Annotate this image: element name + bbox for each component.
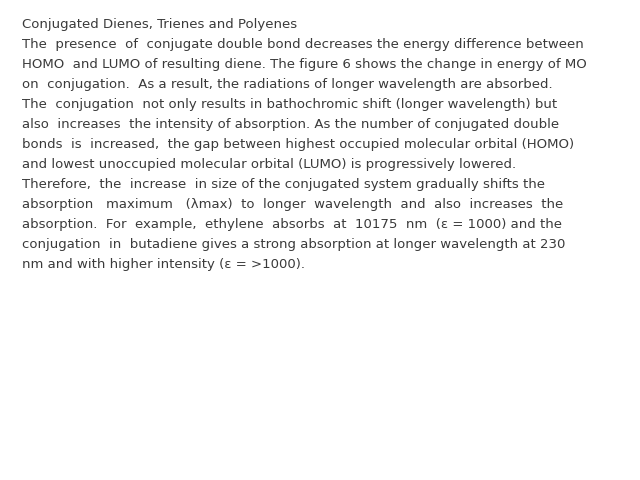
Text: also  increases  the intensity of absorption. As the number of conjugated double: also increases the intensity of absorpti… [22,118,559,131]
Text: and lowest unoccupied molecular orbital (LUMO) is progressively lowered.: and lowest unoccupied molecular orbital … [22,158,516,171]
Text: on  conjugation.  As a result, the radiations of longer wavelength are absorbed.: on conjugation. As a result, the radiati… [22,78,552,91]
Text: Conjugated Dienes, Trienes and Polyenes: Conjugated Dienes, Trienes and Polyenes [22,18,297,31]
Text: The  presence  of  conjugate double bond decreases the energy difference between: The presence of conjugate double bond de… [22,38,584,51]
Text: Therefore,  the  increase  in size of the conjugated system gradually shifts the: Therefore, the increase in size of the c… [22,178,545,191]
Text: absorption.  For  example,  ethylene  absorbs  at  10175  nm  (ε = 1000) and the: absorption. For example, ethylene absorb… [22,218,562,231]
Text: HOMO  and LUMO of resulting diene. The figure 6 shows the change in energy of MO: HOMO and LUMO of resulting diene. The fi… [22,58,587,71]
Text: absorption   maximum   (λmax)  to  longer  wavelength  and  also  increases  the: absorption maximum (λmax) to longer wave… [22,198,563,211]
Text: The  conjugation  not only results in bathochromic shift (longer wavelength) but: The conjugation not only results in bath… [22,98,557,111]
Text: bonds  is  increased,  the gap between highest occupied molecular orbital (HOMO): bonds is increased, the gap between high… [22,138,574,151]
Text: conjugation  in  butadiene gives a strong absorption at longer wavelength at 230: conjugation in butadiene gives a strong … [22,238,565,251]
Text: nm and with higher intensity (ε = >1000).: nm and with higher intensity (ε = >1000)… [22,258,305,271]
